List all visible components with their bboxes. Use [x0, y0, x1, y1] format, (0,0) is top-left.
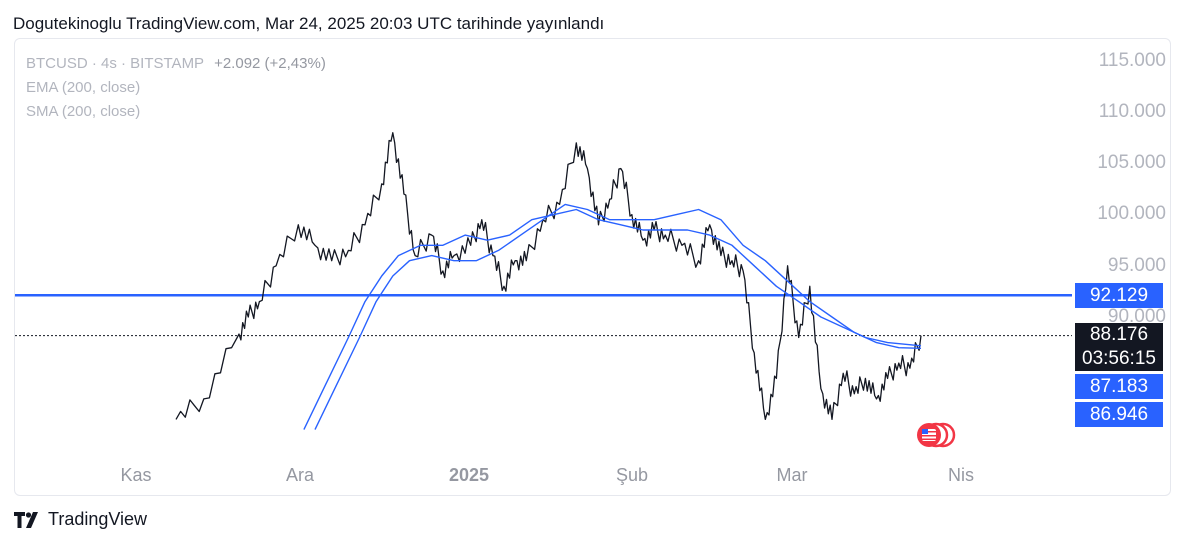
legend-symbol-row: BTCUSD · 4s · BITSTAMP +2.092 (+2,43%): [26, 55, 326, 72]
x-tick-label: Kas: [120, 465, 152, 485]
chart-frame: [14, 38, 1171, 496]
last-price-tag: 88.176: [1075, 323, 1163, 347]
y-tick-label: 110.000: [1098, 101, 1166, 122]
tradingview-logo-icon: [14, 511, 38, 528]
x-tick-label: Ara: [285, 465, 315, 485]
y-tick-label: 100.000: [1097, 203, 1166, 224]
y-tick-label: 115.000: [1098, 50, 1166, 71]
legend-symbol: BTCUSD · 4s · BITSTAMP: [26, 55, 205, 72]
countdown-tag: 03:56:15: [1075, 347, 1163, 371]
us-events-flag-icon[interactable]: [916, 421, 956, 449]
legend-change: +2.092 (+2,43%): [214, 55, 326, 72]
sma-200-line: [314, 203, 922, 430]
y-tick-label: 105.000: [1097, 152, 1166, 173]
tradingview-brand: TradingView: [48, 509, 148, 529]
ema-200-line: [303, 208, 922, 430]
y-tick-label: 95.000: [1107, 255, 1166, 276]
legend-ema[interactable]: EMA (200, close): [26, 79, 141, 96]
price-series-line: [175, 132, 922, 421]
publish-header: Dogutekinoglu TradingView.com, Mar 24, 2…: [13, 14, 605, 33]
x-tick-label: 2025: [448, 465, 490, 485]
x-tick-label: Nis: [948, 465, 974, 485]
ema-value-tag: 87.183: [1075, 374, 1163, 399]
horizontal-line-price-tag[interactable]: 92.129: [1075, 283, 1163, 308]
legend-sma[interactable]: SMA (200, close): [26, 103, 141, 120]
x-tick-label: Şub: [615, 465, 649, 485]
sma-value-tag: 86.946: [1075, 402, 1163, 427]
x-tick-label: Mar: [776, 465, 808, 485]
y-tick-label: 90.000: [1107, 306, 1166, 327]
tradingview-footer[interactable]: TradingView: [14, 509, 147, 530]
